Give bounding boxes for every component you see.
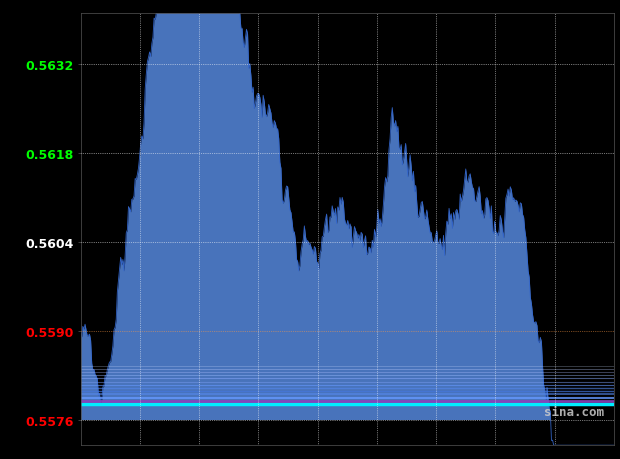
Text: sina.com: sina.com <box>544 405 604 418</box>
